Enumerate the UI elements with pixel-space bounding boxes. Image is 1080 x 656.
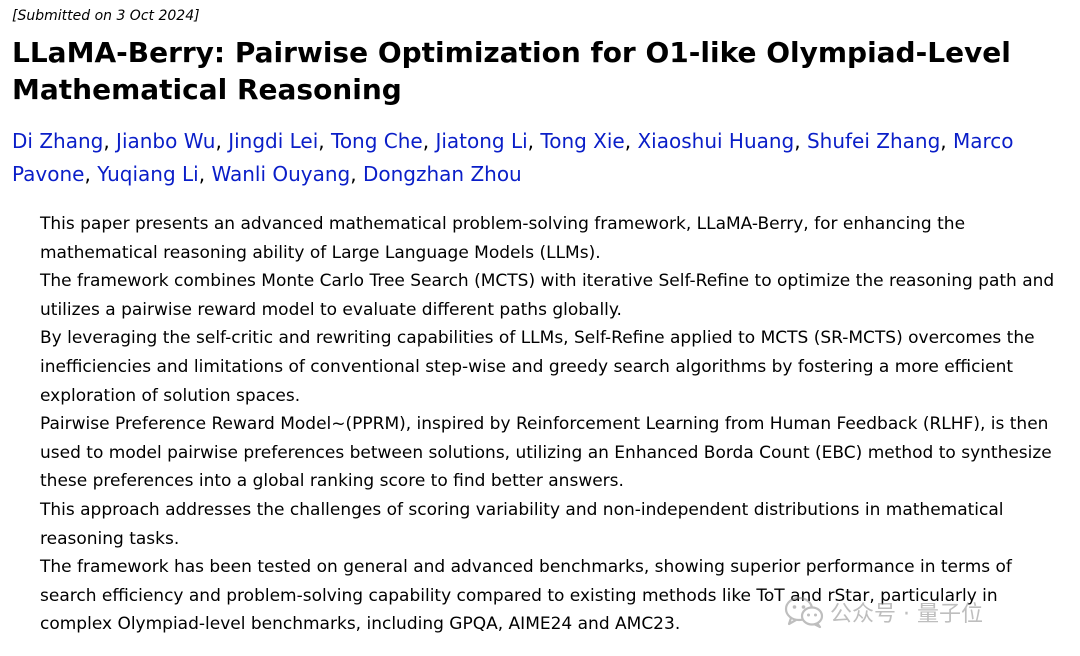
author-link[interactable]: Tong Xie bbox=[540, 129, 625, 153]
author-link[interactable]: Yuqiang Li bbox=[97, 162, 199, 186]
author-link[interactable]: Jianbo Wu bbox=[116, 129, 216, 153]
author-link[interactable]: Tong Che bbox=[331, 129, 423, 153]
author-separator: , bbox=[198, 162, 212, 186]
abstract-paragraph: The framework combines Monte Carlo Tree … bbox=[40, 271, 1055, 320]
author-separator: , bbox=[103, 129, 117, 153]
author-separator: , bbox=[215, 129, 229, 153]
author-link[interactable]: Dongzhan Zhou bbox=[362, 162, 522, 186]
author-link[interactable]: Wanli Ouyang bbox=[211, 162, 351, 186]
author-link[interactable]: Marco Pavone bbox=[12, 129, 1014, 186]
abstract-paragraph: Pairwise Preference Reward Model~(PPRM),… bbox=[40, 414, 1052, 492]
author-list: Di Zhang, Jianbo Wu, Jingdi Lei, Tong Ch… bbox=[12, 125, 1078, 191]
abstract: This paper presents an advanced mathemat… bbox=[40, 210, 1070, 639]
abstract-paragraph: This approach addresses the challenges o… bbox=[40, 499, 1004, 549]
abstract-paragraph: This paper presents an advanced mathemat… bbox=[40, 214, 966, 263]
paper-title: LLaMA-Berry: Pairwise Optimization for O… bbox=[12, 36, 1011, 106]
submission-date: [Submitted on 3 Oct 2024] bbox=[12, 8, 200, 24]
author-separator: , bbox=[318, 129, 331, 153]
author-separator: , bbox=[794, 129, 807, 153]
author-link[interactable]: Shufei Zhang bbox=[806, 129, 941, 153]
author-link[interactable]: Di Zhang bbox=[12, 129, 104, 153]
author-separator: , bbox=[527, 129, 541, 153]
author-separator: , bbox=[940, 129, 953, 153]
author-separator: , bbox=[624, 129, 638, 153]
abstract-paragraph: The framework has been tested on general… bbox=[40, 557, 1012, 635]
author-link[interactable]: Jiatong Li bbox=[435, 129, 528, 153]
author-link[interactable]: Xiaoshui Huang bbox=[637, 129, 795, 153]
author-link[interactable]: Jingdi Lei bbox=[228, 129, 319, 153]
author-separator: , bbox=[84, 162, 98, 186]
author-separator: , bbox=[350, 162, 363, 186]
abstract-paragraph: By leveraging the self-critic and rewrit… bbox=[40, 328, 1035, 406]
author-separator: , bbox=[422, 129, 436, 153]
